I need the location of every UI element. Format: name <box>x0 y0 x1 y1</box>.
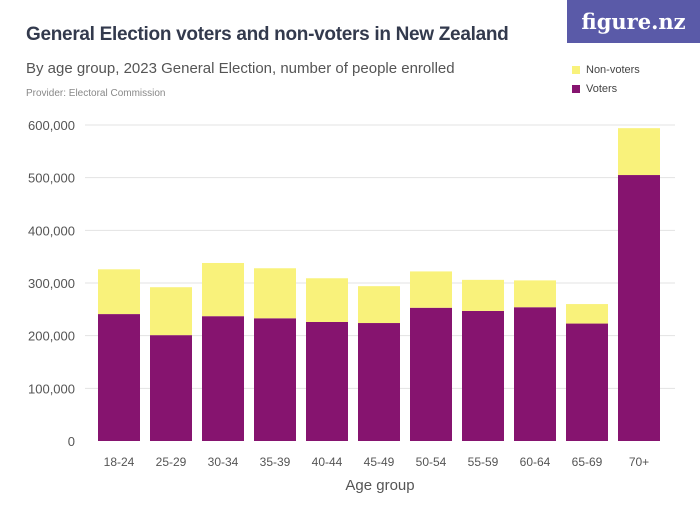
bar-non-voters <box>462 279 504 311</box>
chart-subtitle: By age group, 2023 General Election, num… <box>26 60 455 77</box>
bar-non-voters <box>618 128 660 176</box>
bar-non-voters <box>566 304 608 324</box>
bar-voters <box>98 314 140 441</box>
bar-voters <box>410 307 452 441</box>
x-tick-label: 40-44 <box>312 455 343 469</box>
legend: Non-voters Voters <box>572 60 640 98</box>
y-tick-label: 600,000 <box>28 118 75 133</box>
bar-non-voters <box>254 268 296 319</box>
x-tick-label: 60-64 <box>520 455 551 469</box>
x-axis-label: Age group <box>345 477 414 494</box>
bar-voters <box>566 323 608 441</box>
legend-swatch <box>572 65 580 74</box>
x-tick-label: 70+ <box>629 455 649 469</box>
bar-voters <box>358 323 400 441</box>
bar-voters <box>462 310 504 441</box>
x-tick-label: 25-29 <box>156 455 187 469</box>
legend-swatch <box>572 84 580 93</box>
y-tick-label: 200,000 <box>28 329 75 344</box>
y-tick-label: 500,000 <box>28 171 75 186</box>
x-tick-label: 45-49 <box>364 455 395 469</box>
x-tick-label: 30-34 <box>208 455 239 469</box>
bar-voters <box>514 307 556 441</box>
x-tick-label: 55-59 <box>468 455 499 469</box>
bar-non-voters <box>98 269 140 315</box>
chart-title: General Election voters and non-voters i… <box>26 24 509 45</box>
y-tick-label: 400,000 <box>28 223 75 238</box>
bar-voters <box>150 335 192 441</box>
bar-voters <box>618 175 660 442</box>
bar-non-voters <box>410 271 452 308</box>
bar-non-voters <box>514 280 556 308</box>
provider-text: Provider: Electoral Commission <box>26 88 166 99</box>
bar-non-voters <box>306 278 348 322</box>
x-tick-label: 65-69 <box>572 455 603 469</box>
legend-item-non-voters: Non-voters <box>572 60 640 79</box>
legend-item-voters: Voters <box>572 79 640 98</box>
x-tick-label: 18-24 <box>104 455 135 469</box>
x-tick-label: 35-39 <box>260 455 291 469</box>
bar-voters <box>254 318 296 441</box>
bar-voters <box>202 316 244 441</box>
figure-nz-logo[interactable]: figure.nz <box>567 0 700 43</box>
bar-non-voters <box>150 287 192 336</box>
x-tick-label: 50-54 <box>416 455 447 469</box>
bar-non-voters <box>358 286 400 324</box>
legend-label: Voters <box>586 82 618 95</box>
y-tick-label: 0 <box>68 434 75 449</box>
y-tick-label: 300,000 <box>28 276 75 291</box>
y-tick-label: 100,000 <box>28 381 75 396</box>
bar-voters <box>306 321 348 441</box>
bar-non-voters <box>202 262 244 317</box>
legend-label: Non-voters <box>586 63 640 76</box>
